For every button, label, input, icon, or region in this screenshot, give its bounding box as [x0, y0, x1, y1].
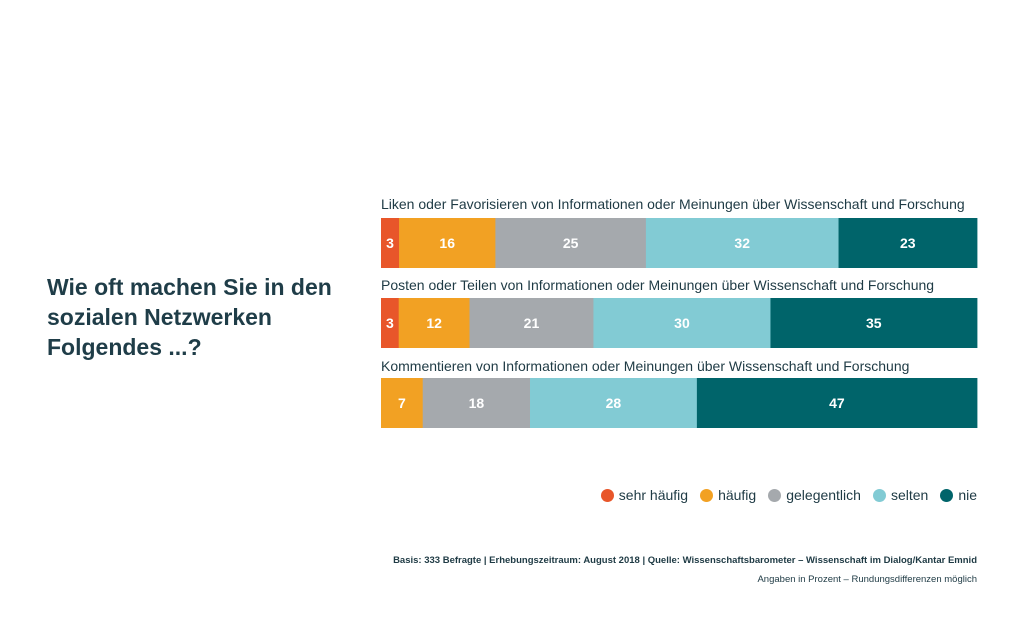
bar-value-liken-nie: 23: [900, 235, 916, 251]
legend-item-nie: nie: [940, 487, 977, 503]
bar-value-liken-gelegentlich: 25: [563, 235, 579, 251]
bar-value-liken-haeufig: 16: [439, 235, 455, 251]
bar-segment-liken-selten: [645, 218, 839, 268]
bar-value-kommentieren-selten: 28: [606, 395, 622, 411]
row-label-kommentieren: Kommentieren von Informationen oder Mein…: [381, 358, 910, 374]
bar-value-kommentieren-haeufig: 7: [398, 395, 406, 411]
legend-item-selten: selten: [872, 487, 929, 503]
legend-item-sehr-haeufig: sehr häufig: [600, 487, 689, 503]
bar-segment-kommentieren-gelegentlich: [422, 378, 531, 428]
bar-segment-kommentieren-haeufig: [381, 378, 424, 428]
legend-swatch-gelegentlich: [768, 488, 782, 502]
legend-swatch-haeufig: [700, 488, 714, 502]
legend-swatch-sehr-haeufig: [600, 488, 614, 502]
bar-value-liken-sehr-haeufig: 3: [386, 235, 394, 251]
bar-value-kommentieren-gelegentlich: 18: [469, 395, 485, 411]
legend-swatch-nie: [940, 488, 954, 502]
bar-segment-liken-nie: [838, 218, 978, 268]
bar-segment-posten-sehr-haeufig: [381, 298, 400, 348]
bar-value-posten-selten: 30: [674, 315, 690, 331]
bar-segment-liken-haeufig: [399, 218, 496, 268]
bar-value-kommentieren-nie: 47: [829, 395, 845, 411]
legend-label-sehr-haeufig: sehr häufig: [618, 487, 689, 503]
bar-value-posten-nie: 35: [866, 315, 882, 331]
row-label-posten: Posten oder Teilen von Informationen ode…: [381, 277, 935, 293]
legend-item-gelegentlich: gelegentlich: [768, 487, 861, 503]
footer-source: Basis: 333 Befragte | Erhebungszeitraum:…: [393, 555, 977, 566]
bar-segment-liken-sehr-haeufig: [381, 218, 400, 268]
bar-value-posten-haeufig: 12: [426, 315, 442, 331]
bar-value-liken-selten: 32: [734, 235, 750, 251]
bar-value-posten-gelegentlich: 21: [524, 315, 540, 331]
legend: sehr häufig häufig gelegentlich selten n…: [600, 487, 977, 503]
row-label-liken: Liken oder Favorisieren von Informatione…: [381, 196, 965, 212]
bar-segment-posten-selten: [593, 298, 771, 348]
bar-segment-kommentieren-selten: [530, 378, 698, 428]
legend-label-haeufig: häufig: [718, 487, 757, 503]
legend-item-haeufig: häufig: [700, 487, 756, 503]
chart-question-title: Wie oft machen Sie in den sozialen Netzw…: [47, 274, 332, 360]
bar-segment-kommentieren-nie: [696, 378, 978, 428]
bar-segment-posten-haeufig: [398, 298, 470, 348]
bar-segment-liken-gelegentlich: [495, 218, 647, 268]
legend-swatch-selten: [872, 488, 886, 502]
footer-note: Angaben in Prozent – Rundungsdifferenzen…: [757, 574, 977, 585]
bar-segment-posten-nie: [770, 298, 978, 348]
legend-label-nie: nie: [958, 487, 977, 503]
legend-label-selten: selten: [890, 487, 929, 503]
bar-value-posten-sehr-haeufig: 3: [386, 315, 394, 331]
legend-label-gelegentlich: gelegentlich: [786, 487, 861, 503]
bar-segment-posten-gelegentlich: [469, 298, 594, 348]
